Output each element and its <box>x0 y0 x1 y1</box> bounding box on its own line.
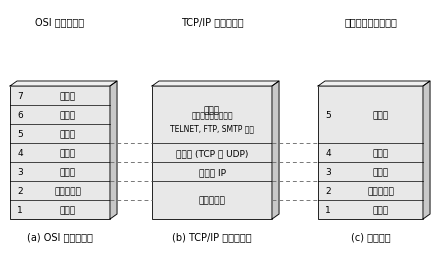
Text: 应用层: 应用层 <box>373 110 389 120</box>
Text: 5: 5 <box>17 130 23 138</box>
Text: 网络层: 网络层 <box>373 167 389 176</box>
Text: 6: 6 <box>17 110 23 120</box>
Text: 表示层: 表示层 <box>60 110 76 120</box>
Text: 5: 5 <box>325 110 331 120</box>
Text: 3: 3 <box>325 167 331 176</box>
Text: 2: 2 <box>17 186 23 195</box>
Polygon shape <box>423 82 430 219</box>
Text: 应用层: 应用层 <box>204 106 220 115</box>
Text: 2: 2 <box>325 186 331 195</box>
Text: 运输层: 运输层 <box>373 148 389 157</box>
Text: 五层协议的体系结构: 五层协议的体系结构 <box>344 17 397 27</box>
Text: 物理层: 物理层 <box>373 205 389 214</box>
Text: 会话层: 会话层 <box>60 130 76 138</box>
Text: 网络层: 网络层 <box>60 167 76 176</box>
Polygon shape <box>152 82 279 87</box>
Text: OSI 的体系结构: OSI 的体系结构 <box>36 17 84 27</box>
Bar <box>152 87 272 219</box>
Text: 7: 7 <box>17 92 23 101</box>
Text: 4: 4 <box>325 148 331 157</box>
Text: 网络接口层: 网络接口层 <box>198 196 226 205</box>
Text: (b) TCP/IP 的四层协议: (b) TCP/IP 的四层协议 <box>172 231 252 241</box>
Text: （各种应用层协议如
TELNET, FTP, SMTP 等）: （各种应用层协议如 TELNET, FTP, SMTP 等） <box>170 111 254 133</box>
Text: 运输层 (TCP 或 UDP): 运输层 (TCP 或 UDP) <box>176 148 248 157</box>
Text: 物理层: 物理层 <box>60 205 76 214</box>
Text: TCP/IP 的体系结构: TCP/IP 的体系结构 <box>181 17 243 27</box>
Polygon shape <box>318 82 430 87</box>
Text: (c) 五层协议: (c) 五层协议 <box>351 231 390 241</box>
Text: 1: 1 <box>17 205 23 214</box>
Text: 数据链路层: 数据链路层 <box>55 186 81 195</box>
Text: 3: 3 <box>17 167 23 176</box>
Bar <box>318 87 423 219</box>
Polygon shape <box>272 82 279 219</box>
Text: 1: 1 <box>325 205 331 214</box>
Bar <box>10 87 110 219</box>
Text: 数据链路层: 数据链路层 <box>368 186 394 195</box>
Polygon shape <box>10 82 117 87</box>
Text: 应用层: 应用层 <box>60 92 76 101</box>
Text: 运输层: 运输层 <box>60 148 76 157</box>
Polygon shape <box>110 82 117 219</box>
Text: 网际层 IP: 网际层 IP <box>198 167 226 176</box>
Text: 4: 4 <box>17 148 23 157</box>
Text: (a) OSI 的七层协议: (a) OSI 的七层协议 <box>27 231 93 241</box>
